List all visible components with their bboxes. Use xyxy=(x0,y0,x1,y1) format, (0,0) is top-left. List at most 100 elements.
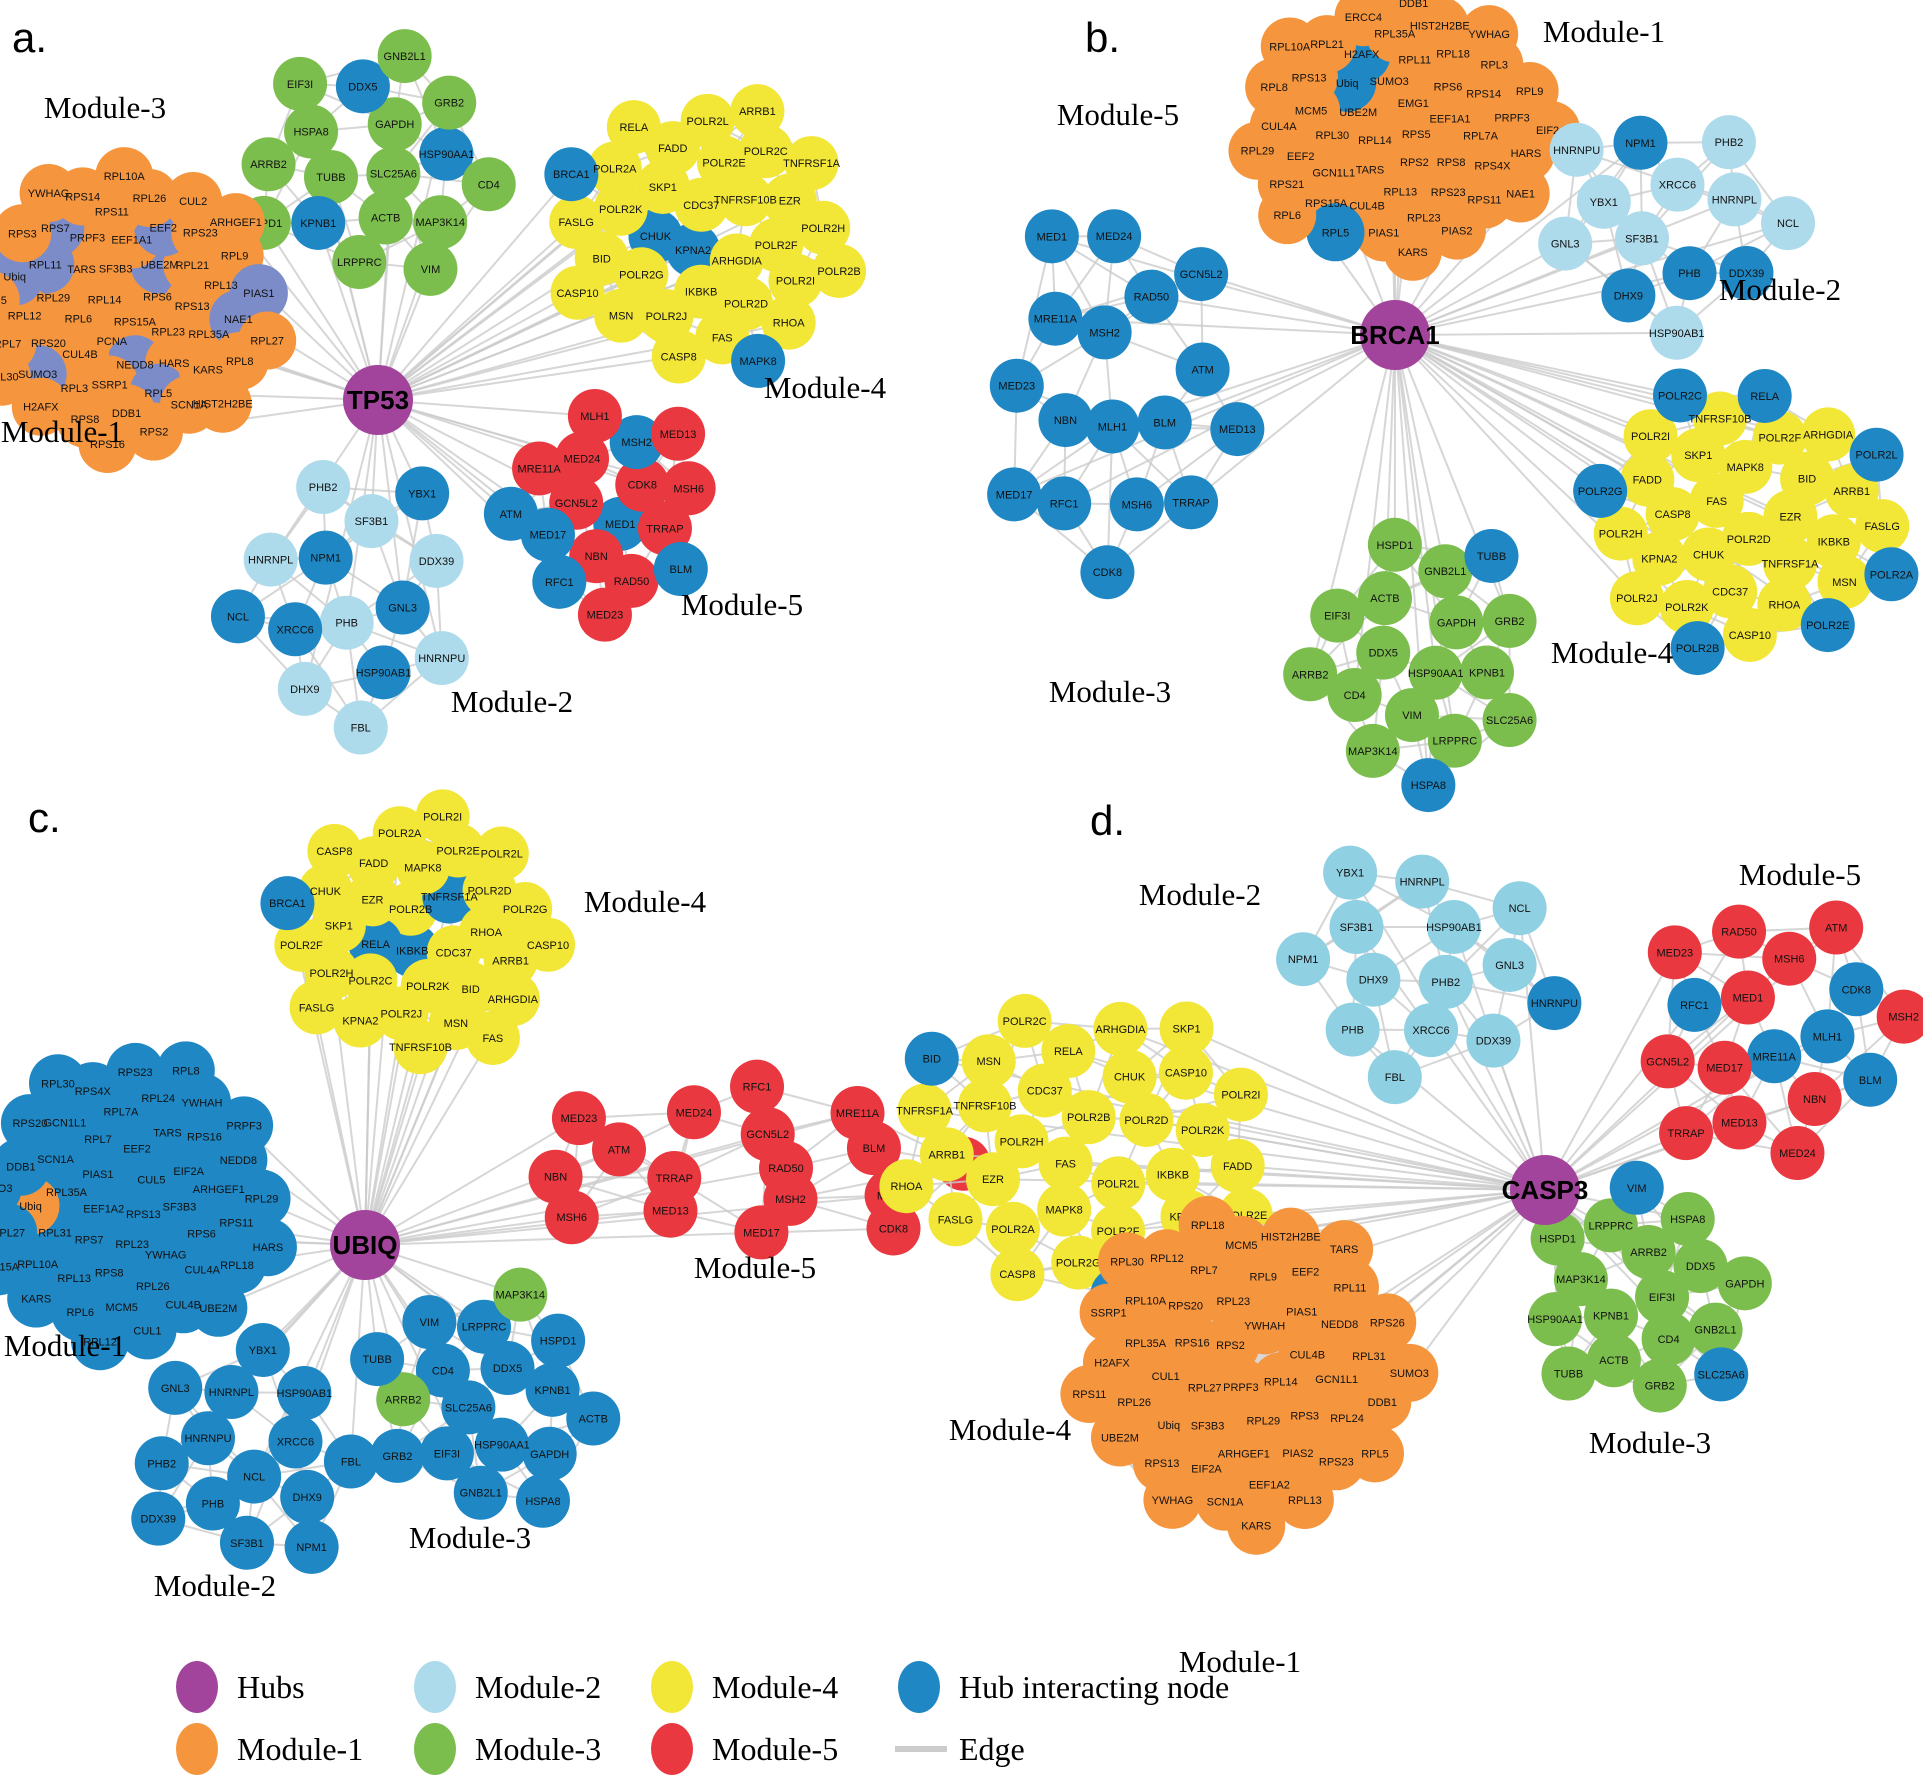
gene-label: TRRAP xyxy=(1172,497,1209,509)
gene-label: EEF2 xyxy=(1292,1267,1320,1279)
gene-node xyxy=(1085,399,1140,454)
gene-label: TRRAP xyxy=(1667,1128,1704,1140)
gene-node xyxy=(1482,593,1537,648)
gene-label: SF3B1 xyxy=(355,516,389,528)
gene-label: NEDD8 xyxy=(1321,1319,1358,1331)
gene-label: YWHAG xyxy=(1152,1495,1194,1507)
gene-label: POLR2L xyxy=(687,116,729,128)
gene-node xyxy=(1159,1001,1214,1056)
gene-label: PHB2 xyxy=(309,482,338,494)
gene-label: ATM xyxy=(1191,365,1213,377)
gene-label: EEF2 xyxy=(123,1143,151,1155)
gene-label: DHX9 xyxy=(1359,975,1388,987)
legend-swatch-hubs xyxy=(176,1661,218,1713)
gene-label: RPL11 xyxy=(1334,1282,1367,1294)
gene-node xyxy=(1635,1270,1690,1325)
gene-node xyxy=(356,645,411,700)
gene-node xyxy=(11,377,70,436)
gene-label: RPL6 xyxy=(1273,210,1301,222)
gene-label: SUMO3 xyxy=(0,1183,12,1195)
gene-label: ARHGDIA xyxy=(488,994,539,1006)
gene-label: MED1 xyxy=(1733,992,1764,1004)
gene-node xyxy=(131,1491,186,1546)
gene-label: RAD50 xyxy=(1134,292,1169,304)
gene-label: RELA xyxy=(1750,391,1779,403)
gene-label: RPS4X xyxy=(75,1086,112,1098)
gene-label: DDX39 xyxy=(141,1514,176,1526)
gene-node xyxy=(1227,1496,1286,1555)
gene-label: RPL14 xyxy=(1358,135,1392,147)
gene-label: ARRB2 xyxy=(250,159,287,171)
gene-node xyxy=(118,1301,177,1360)
gene-label: CDC37 xyxy=(1712,586,1748,598)
module-title: Module-2 xyxy=(451,684,573,719)
gene-node xyxy=(1482,693,1537,748)
gene-label: TRRAP xyxy=(646,523,683,535)
gene-node xyxy=(1583,1288,1638,1343)
gene-label: RELA xyxy=(619,122,648,134)
gene-node xyxy=(1712,1095,1767,1150)
gene-label: PRPF3 xyxy=(70,232,105,244)
gene-node xyxy=(987,467,1042,522)
gene-node xyxy=(1460,5,1519,64)
gene-node xyxy=(994,1114,1049,1169)
gene-label: HSPD1 xyxy=(540,1336,577,1348)
gene-label: PIAS1 xyxy=(82,1169,113,1181)
gene-label: GCN5L2 xyxy=(1180,269,1223,281)
gene-node xyxy=(1310,588,1365,643)
gene-label: POLR2G xyxy=(1578,486,1623,498)
gene-node xyxy=(415,1343,470,1398)
gene-node xyxy=(1174,247,1229,302)
gene-node xyxy=(1701,115,1756,170)
gene-label: RPL12 xyxy=(83,1336,117,1348)
gene-label: MSN xyxy=(444,1018,469,1030)
gene-label: RPS6 xyxy=(1434,81,1463,93)
gene-label: CDC37 xyxy=(1027,1085,1063,1097)
gene-label: IKBKB xyxy=(1818,536,1850,548)
gene-node xyxy=(1667,977,1722,1032)
gene-label: RPL13 xyxy=(1288,1495,1322,1507)
gene-node xyxy=(651,406,706,461)
gene-node xyxy=(280,1469,335,1524)
gene-label: MSH2 xyxy=(1888,1012,1919,1024)
gene-label: HNRNPL xyxy=(209,1387,254,1399)
gene-node xyxy=(375,580,430,635)
panel-letter-c: c. xyxy=(28,794,61,841)
gene-label: RPS2 xyxy=(1400,157,1429,169)
module-b-module-3: HSP90AA1 DDX5 GAPDH VIM ACTB KPNB1 CD4 GNB2L1 LR… xyxy=(1283,517,1537,813)
gene-label: ARRB2 xyxy=(385,1394,422,1406)
gene-node xyxy=(227,1449,282,1504)
gene-node xyxy=(1593,506,1648,561)
gene-label: TUBB xyxy=(362,1354,391,1366)
hub-node xyxy=(330,1210,400,1280)
gene-label: CASP8 xyxy=(999,1269,1035,1281)
gene-label: RHOA xyxy=(773,318,805,330)
gene-label: POLR2G xyxy=(1056,1257,1101,1269)
gene-label: EIF3I xyxy=(434,1448,460,1460)
gene-node xyxy=(274,917,329,972)
gene-label: HIST2H2BE xyxy=(1261,1232,1321,1244)
gene-label: MSH2 xyxy=(1089,327,1120,339)
gene-label: ARRB1 xyxy=(928,1149,965,1161)
gene-label: FAS xyxy=(712,332,733,344)
hub-edge xyxy=(1164,334,1396,424)
gene-label: RPL5 xyxy=(145,388,173,400)
gene-node xyxy=(1178,1196,1237,1255)
panel-letter-a: a. xyxy=(12,14,47,61)
gene-label: POLR2G xyxy=(619,269,664,281)
gene-node xyxy=(1077,305,1132,360)
gene-node xyxy=(1367,1050,1422,1105)
gene-node xyxy=(1334,0,1393,47)
gene-label: RFC1 xyxy=(545,577,574,589)
gene-label: GAPDH xyxy=(1437,617,1476,629)
gene-label: FADD xyxy=(658,143,687,155)
gene-label: DDX5 xyxy=(493,1363,522,1375)
gene-label: MED13 xyxy=(660,429,697,441)
gene-label: DHX9 xyxy=(293,1492,322,1504)
gene-label: TNFRSF10B xyxy=(714,194,777,206)
gene-label: RPS13 xyxy=(126,1209,161,1221)
hub-node xyxy=(343,365,413,435)
gene-label: H2AFX xyxy=(1094,1357,1130,1369)
gene-label: CD4 xyxy=(432,1365,454,1377)
gene-label: FBL xyxy=(351,723,371,735)
